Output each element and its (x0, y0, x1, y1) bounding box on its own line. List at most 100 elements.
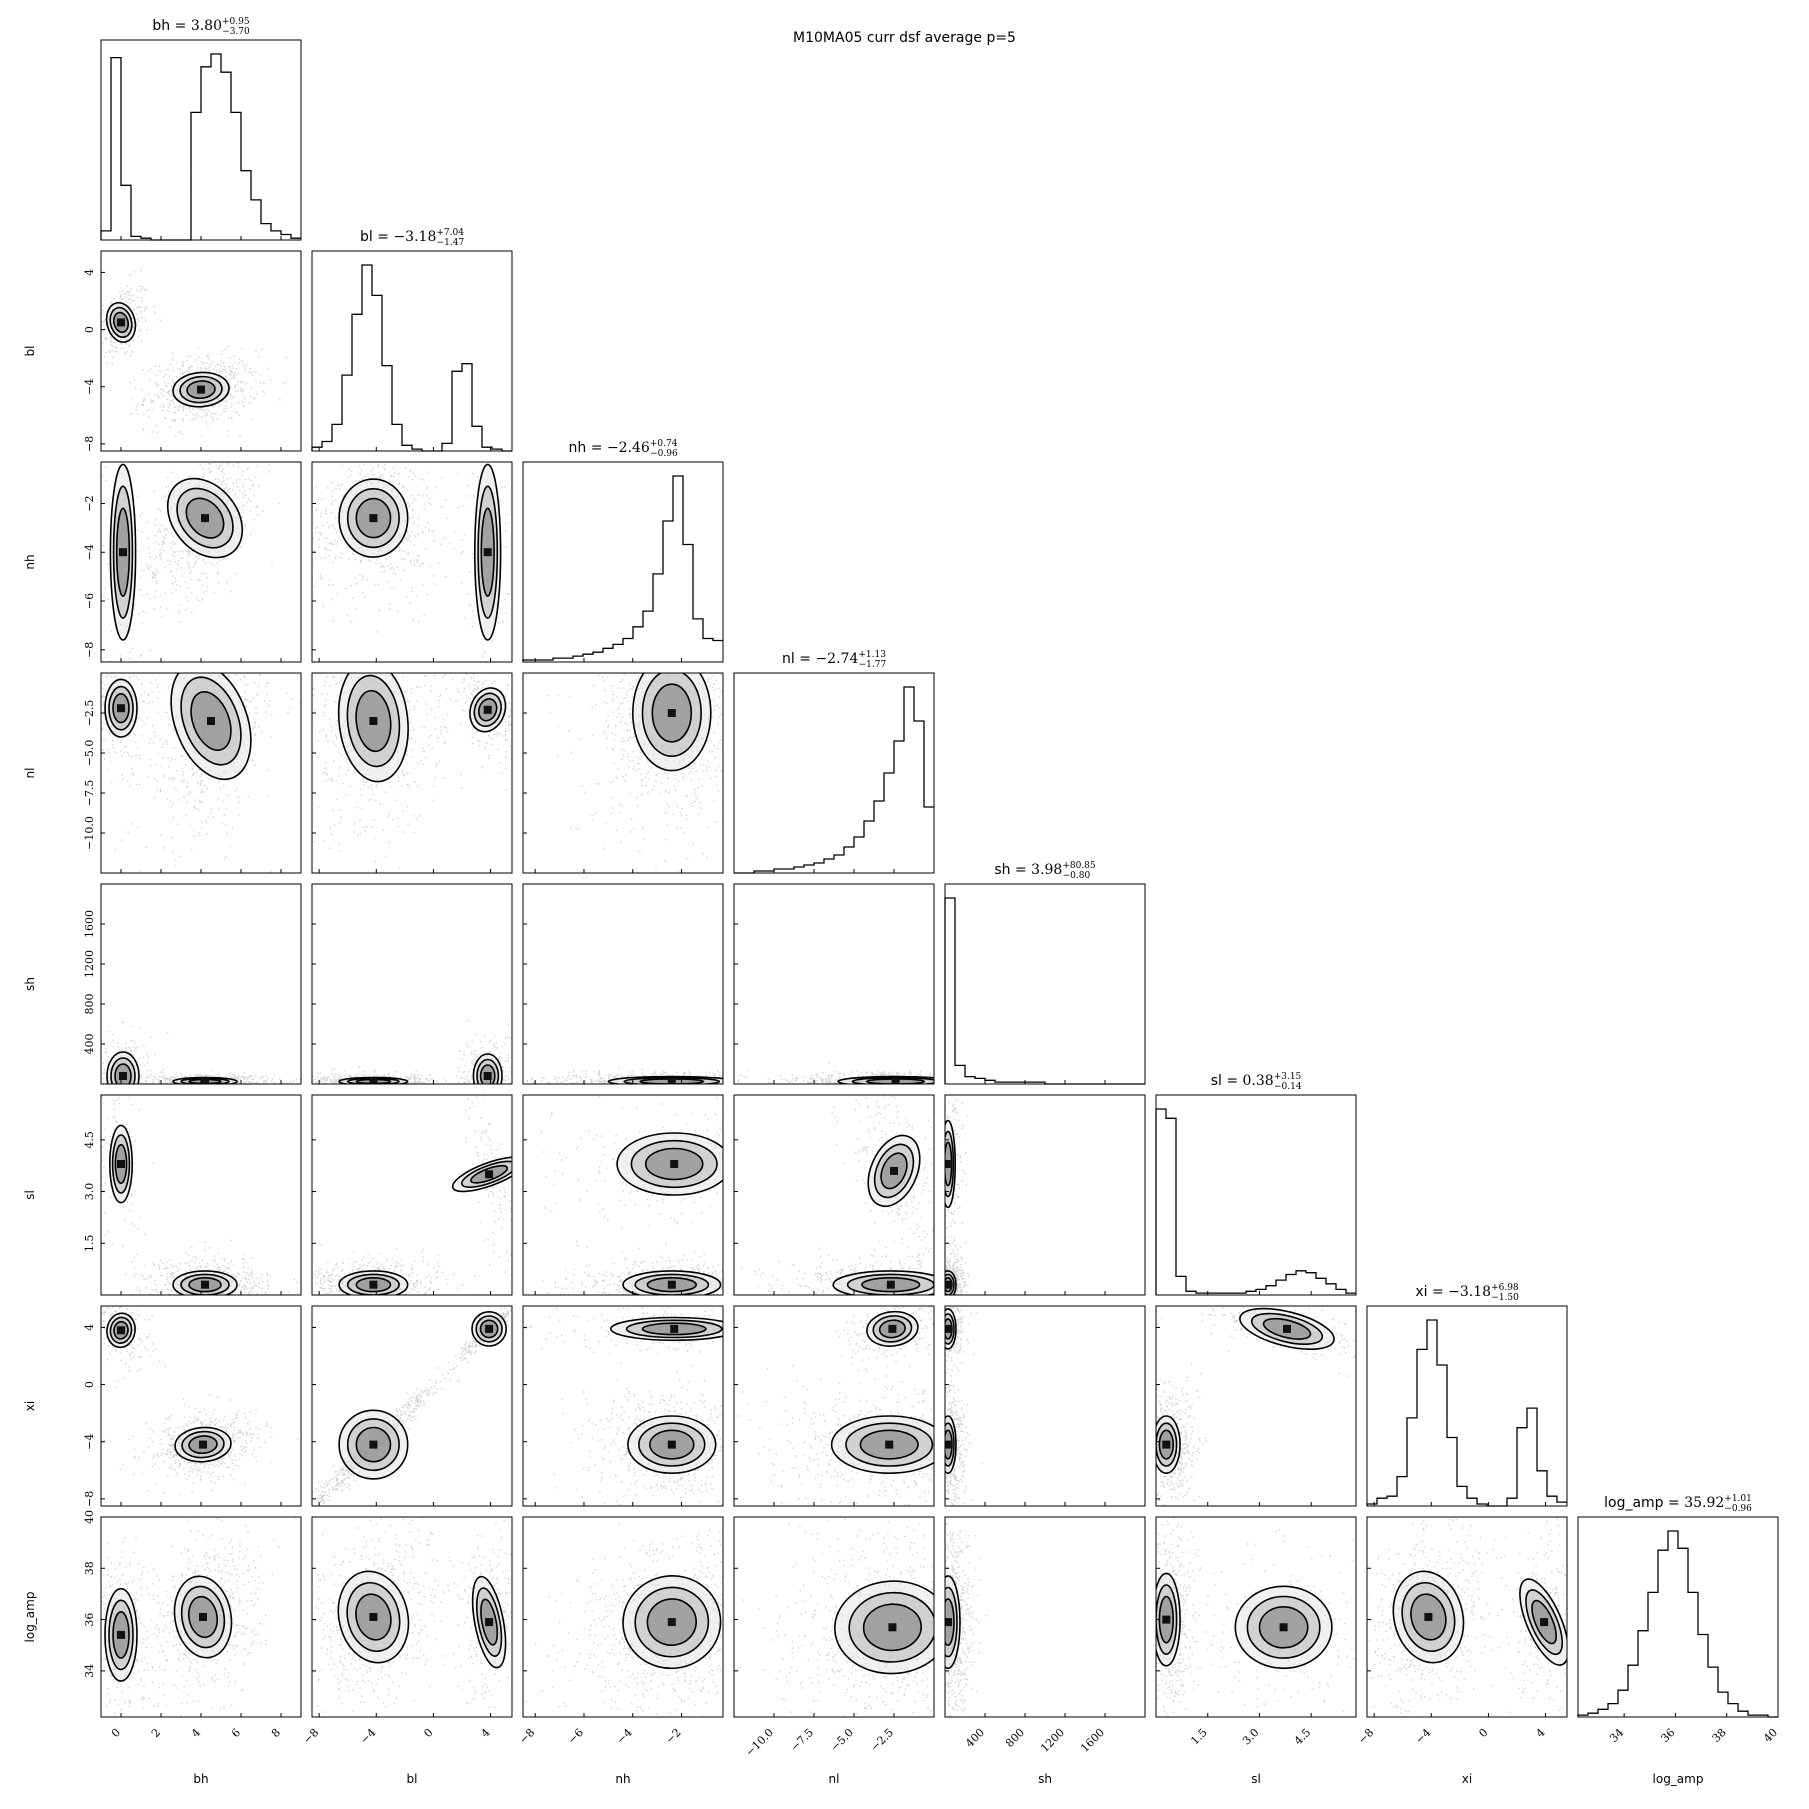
y-tick-label: 4.5 (83, 1131, 96, 1149)
ticks-bh-sl: 1.5 3.0 4.5 (83, 1131, 282, 1295)
density-peak (885, 1440, 894, 1449)
axes-frame (522, 1094, 724, 1296)
axes-frame (733, 1094, 935, 1296)
scatter-points (945, 1523, 988, 1717)
density-peak (888, 1324, 897, 1333)
ticks-nl-sl (734, 1139, 895, 1295)
scatter-panel-bh-bl (100, 250, 302, 452)
y-tick-label: 4 (83, 269, 96, 276)
scatter-points (101, 1021, 301, 1084)
x-tick-label: −4 (358, 1726, 379, 1747)
density-peak (667, 1440, 676, 1449)
scatter-panel-bl-sl (311, 1094, 513, 1296)
density-peak (1283, 1324, 1291, 1333)
scatter-panel-bh-sl (100, 1094, 302, 1296)
ticks-bl-bl (318, 447, 492, 451)
panel-title-sl: sl = 0.38+3.15 (1211, 1072, 1302, 1089)
x-tick-label: 4 (479, 1726, 493, 1740)
y-tick-label: 38 (83, 1561, 96, 1575)
panel-title-minus-bl: −1.47 (437, 238, 465, 248)
density-peak (945, 1440, 952, 1449)
hist-panel-bh: bh = 3.80+0.95−3.70 (100, 17, 302, 241)
axes-frame (522, 1305, 724, 1507)
scatter-points (313, 1517, 512, 1713)
scatter-points (101, 1095, 298, 1295)
scatter-panel-bh-xi (100, 1305, 302, 1507)
density-peak (369, 1613, 378, 1621)
density-peak (201, 514, 209, 523)
density-peak (197, 385, 205, 394)
panel-title-minus-log_amp: −0.96 (1724, 1504, 1752, 1514)
scatter-points (945, 1098, 970, 1295)
panel-title-minus-nh: −0.96 (650, 449, 678, 459)
axes-frame (733, 672, 935, 874)
axes-frame (311, 883, 513, 1085)
histogram-sh (944, 897, 1145, 1085)
scatter-panel-bl-sh (311, 883, 513, 1085)
panel-title-minus-bh: −3.70 (222, 27, 250, 37)
axes-frame (944, 883, 1146, 1085)
density-peak (119, 1072, 127, 1080)
scatter-panel-bl-nl (311, 672, 513, 874)
density-peak (670, 1160, 679, 1168)
x-axis-label-bl: bl (407, 1772, 418, 1786)
density-peak (201, 1077, 209, 1084)
x-tick-label: 1600 (1078, 1726, 1107, 1755)
density-peak (483, 705, 492, 714)
y-axis-label-log_amp: log_amp (23, 1592, 37, 1643)
density-peak (369, 1440, 378, 1449)
panel-title-minus-xi: −1.50 (1491, 1293, 1519, 1303)
scatter-panel-sh-sl (944, 1094, 1146, 1296)
x-tick-label: 2 (149, 1726, 163, 1740)
scatter-panel-bh-sh (100, 883, 302, 1085)
axes-frame (522, 672, 724, 874)
y-tick-label: 0 (83, 1381, 96, 1388)
axes-frame (311, 1305, 513, 1507)
ticks-bl-nl (312, 712, 492, 873)
scatter-panel-bl-nh (311, 461, 513, 663)
x-tick-label: 0 (109, 1726, 123, 1740)
axes-frame (1577, 1516, 1779, 1718)
scatter-panel-bh-nl (100, 672, 302, 874)
x-axis-label-sl: sl (1251, 1772, 1261, 1786)
density-peak (117, 1160, 125, 1168)
x-tick-label: −5.0 (828, 1726, 856, 1754)
hist-panel-xi: xi = −3.18+6.98−1.50 (1366, 1283, 1568, 1507)
scatter-panel-sl-log_amp (1155, 1516, 1357, 1718)
x-tick-label: −8 (1356, 1726, 1377, 1747)
x-axis-label-nh: nh (615, 1772, 630, 1786)
x-axis-label-bh: bh (193, 1772, 208, 1786)
x-axis-label-sh: sh (1038, 1772, 1052, 1786)
density-peak (890, 1166, 898, 1175)
x-tick-label: −4 (1413, 1726, 1434, 1747)
ticks-nh-xi (523, 1326, 683, 1506)
x-tick-label: 38 (1710, 1726, 1729, 1745)
x-tick-label: 0 (421, 1726, 435, 1740)
scatter-panel-bh-log_amp (100, 1516, 302, 1718)
x-tick-label: 34 (1607, 1726, 1626, 1745)
density-peak (886, 1280, 895, 1289)
density-peak (888, 1623, 897, 1632)
ticks-bl-nh (312, 502, 492, 662)
density-peak (1540, 1618, 1549, 1627)
y-tick-label: −10.0 (83, 816, 96, 850)
ticks-sh-sh (984, 1080, 1106, 1084)
density-peak (667, 1280, 676, 1289)
x-tick-label: 4 (189, 1726, 203, 1740)
ticks-bh-nl: −10.0 −7.5 −5.0 −2.5 (83, 700, 282, 873)
y-axis-label-nh: nh (23, 554, 37, 569)
axes-frame (522, 883, 724, 1085)
y-tick-label: 40 (83, 1510, 96, 1524)
x-axis-label-nl: nl (829, 1772, 840, 1786)
density-peak (369, 1280, 378, 1289)
scatter-points (1156, 1517, 1355, 1717)
panel-title-bl: bl = −3.18+7.04 (360, 228, 464, 245)
panel-title-nh: nh = −2.46+0.74 (569, 439, 678, 456)
axes-frame (944, 1094, 1146, 1296)
scatter-points (313, 1095, 512, 1295)
density-peak (1279, 1623, 1288, 1632)
axes-frame (733, 883, 935, 1085)
histogram-sl (1155, 1108, 1356, 1295)
scatter-panel-nh-sl (522, 1094, 724, 1296)
